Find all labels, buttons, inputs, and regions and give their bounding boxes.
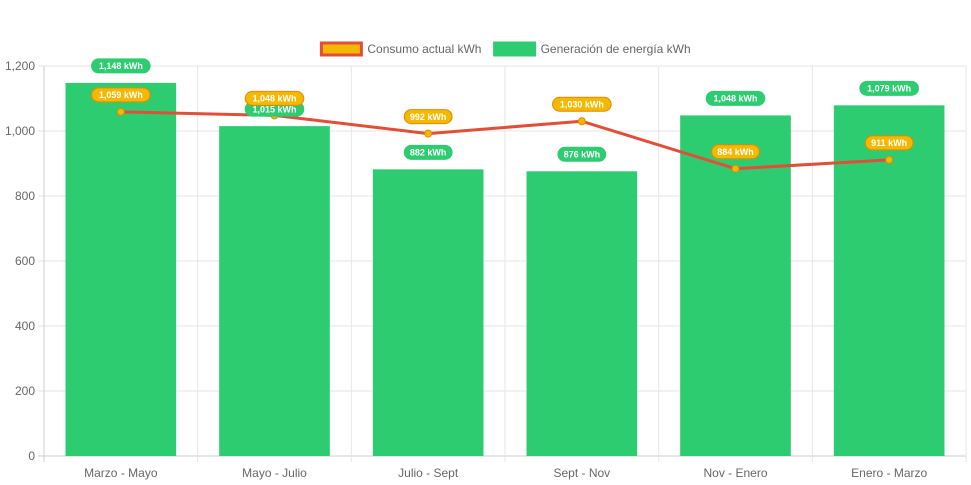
grid-layer: [38, 65, 967, 462]
line-data-label: 1,030 kWh: [552, 96, 612, 112]
bar-data-label-text: 1,048 kWh: [713, 94, 757, 104]
legend-swatch: [493, 41, 537, 57]
bar-data-label: 1,079 kWh: [859, 80, 919, 96]
bar-data-label: 1,148 kWh: [91, 58, 151, 74]
line-data-label-bg: [244, 90, 305, 106]
bar-data-label: 882 kWh: [403, 144, 453, 160]
bar-data-label-text: 1,079 kWh: [867, 84, 911, 94]
line-data-label: 1,048 kWh: [244, 90, 305, 106]
line-data-label-text: 992 kWh: [410, 112, 447, 122]
bar-data-label-bg: [91, 58, 151, 74]
x-tick-label: Enero - Marzo: [851, 466, 927, 480]
line-data-label: 884 kWh: [711, 144, 760, 160]
x-tick-label: Marzo - Mayo: [84, 466, 158, 480]
line-data-label-bg: [864, 135, 914, 151]
y-tick-label: 600: [15, 254, 35, 268]
line-data-label-text: 1,030 kWh: [560, 99, 604, 109]
y-tick-label: 400: [15, 319, 35, 333]
line-data-label-text: 884 kWh: [717, 147, 754, 157]
bar[interactable]: [65, 82, 177, 457]
x-tick-label: Nov - Enero: [703, 466, 767, 480]
bar-data-label-bg: [403, 144, 453, 160]
line-data-label: 1,059 kWh: [91, 87, 151, 103]
y-tick-label: 0: [28, 449, 35, 463]
y-tick-label: 1,000: [5, 124, 35, 138]
line-data-label: 911 kWh: [864, 135, 914, 151]
bar-data-label: 876 kWh: [557, 146, 607, 162]
line-point[interactable]: [885, 155, 894, 164]
line-point[interactable]: [424, 129, 433, 138]
x-tick-label: Sept - Nov: [553, 466, 610, 480]
y-tick-label: 1,200: [5, 59, 35, 73]
legend-label: Consumo actual kWh: [367, 42, 481, 56]
bar-data-label-text: 882 kWh: [410, 148, 447, 158]
legend-label: Generación de energía kWh: [541, 42, 691, 56]
line-data-label-bg: [91, 87, 151, 103]
y-tick-label: 800: [15, 189, 35, 203]
axis-layer: 0 200 400 600 800 1,000 1,200 Marzo - Mayo Mayo …: [5, 59, 928, 480]
line-data-label-bg: [403, 109, 453, 125]
bar[interactable]: [219, 126, 330, 456]
bar-data-label-text: 1,148 kWh: [99, 61, 143, 71]
line-point[interactable]: [577, 117, 586, 126]
line-data-label: 992 kWh: [403, 109, 453, 125]
bar-data-label-bg: [859, 80, 919, 96]
line-data-label-text: 1,048 kWh: [252, 94, 296, 104]
bar-data-label-bg: [705, 90, 766, 106]
legend-item[interactable]: Consumo actual kWh: [319, 41, 481, 57]
bar[interactable]: [526, 171, 638, 457]
legend[interactable]: Consumo actual kWh Generación de energía …: [319, 41, 691, 57]
bar-data-label-text: 1,015 kWh: [252, 104, 296, 114]
legend-swatch: [319, 41, 363, 57]
bar[interactable]: [372, 169, 484, 456]
legend-item[interactable]: Generación de energía kWh: [493, 41, 691, 57]
line-data-label-bg: [552, 96, 612, 112]
x-tick-label: Mayo - Julio: [242, 466, 307, 480]
bar-data-label: 1,048 kWh: [705, 90, 766, 106]
line-data-label-text: 1,059 kWh: [99, 90, 143, 100]
line-point[interactable]: [731, 164, 740, 173]
data-label-layer: 1,148 kWh 1,015 kWh 882 kWh 876 kWh 1,048 kW…: [91, 58, 919, 162]
line-data-label-text: 911 kWh: [871, 138, 907, 148]
bar-data-label-bg: [557, 146, 607, 162]
y-tick-label: 200: [15, 384, 35, 398]
line-data-label-bg: [711, 144, 760, 160]
line-point[interactable]: [116, 107, 125, 116]
x-tick-label: Julio - Sept: [398, 466, 459, 480]
bar-data-label-text: 876 kWh: [564, 150, 601, 160]
